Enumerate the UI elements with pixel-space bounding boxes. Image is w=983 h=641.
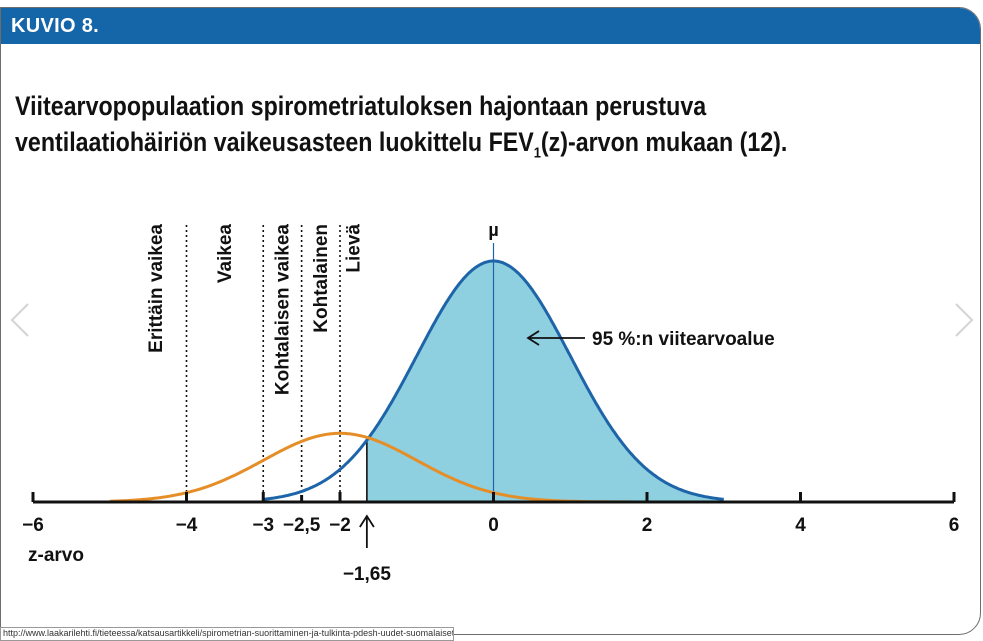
lower-limit-arrow-head <box>359 514 375 528</box>
figure-number-label: KUVIO 8. <box>11 15 99 37</box>
x-tick-label-7: 4 <box>795 515 806 536</box>
x-tick-label-1: −4 <box>176 515 198 536</box>
title-line-2-end: (z)-arvon mukaan (12). <box>540 127 788 157</box>
reference-distribution-curve <box>263 259 724 501</box>
reference-range-label: 95 %:n viitearvoalue <box>592 329 775 350</box>
x-axis-title: z-arvo <box>28 545 84 566</box>
next-slide-arrow-icon[interactable] <box>950 300 976 340</box>
reference-range-arrow-head <box>526 330 540 346</box>
severity-label-4: Lievä <box>343 224 364 273</box>
figure-title: Viitearvopopulaation spirometriatuloksen… <box>15 88 823 171</box>
mean-label: µ <box>488 220 498 240</box>
lower-limit-label: −1,65 <box>343 564 392 585</box>
x-tick-label-3: −2,5 <box>283 515 321 536</box>
severity-label-2: Kohtalaisen vaikea <box>272 224 293 396</box>
x-tick-label-4: −2 <box>329 515 351 536</box>
figure-title-line-1: Viitearvopopulaation spirometriatuloksen… <box>15 91 707 121</box>
figure-banner: KUVIO 8. <box>1 8 980 44</box>
severity-label-1: Vaikea <box>215 224 236 284</box>
x-tick-label-5: 0 <box>488 515 499 536</box>
title-line-2-text: ventilaatiohäiriön vaikeusasteen luokitt… <box>15 127 534 157</box>
previous-slide-arrow-icon[interactable] <box>8 300 34 340</box>
figure-title-line-2: ventilaatiohäiriön vaikeusasteen luokitt… <box>15 124 823 171</box>
severity-label-0: Erittäin vaikea <box>146 224 167 353</box>
title-subscript: 1 <box>533 144 541 162</box>
x-tick-label-6: 2 <box>642 515 653 536</box>
reference-range-area <box>366 261 724 502</box>
severity-label-3: Kohtalainen <box>311 224 332 333</box>
x-tick-label-8: 6 <box>949 515 960 536</box>
x-tick-label-0: −6 <box>22 515 44 536</box>
figure-card: KUVIO 8. Viitearvopopulaation spirometri… <box>0 7 981 635</box>
x-tick-label-2: −3 <box>252 515 274 536</box>
